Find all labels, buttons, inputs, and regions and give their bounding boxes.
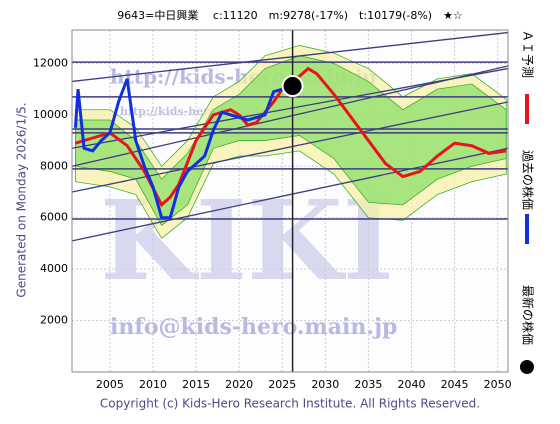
y-tick-label: 12000 — [33, 56, 68, 69]
x-tick-label: 2025 — [268, 378, 296, 391]
x-tick-label: 2020 — [225, 378, 253, 391]
x-tick-label: 2050 — [484, 378, 512, 391]
x-tick-label: 2030 — [311, 378, 339, 391]
x-tick-label: 2015 — [182, 378, 210, 391]
latest-point — [281, 75, 304, 98]
legend-label: 最新の株価 — [521, 285, 536, 345]
legend-label: ＡＩ予測 — [521, 30, 535, 78]
y-tick-label: 2000 — [40, 314, 68, 327]
x-tick-label: 2005 — [96, 378, 124, 391]
x-tick-label: 2010 — [139, 378, 167, 391]
y-tick-label: 10000 — [33, 108, 68, 121]
y-tick-label: 4000 — [40, 262, 68, 275]
plot: http://kids-hero.main.jphttp://kids-hero… — [72, 30, 508, 372]
trend-line — [72, 31, 508, 83]
x-tick-label: 2040 — [397, 378, 425, 391]
trend-line — [72, 65, 508, 167]
legend-label: 過去の株価 — [521, 150, 536, 210]
trend-line — [72, 147, 508, 242]
plot-frame — [71, 29, 509, 373]
y-axis-label: Generated on Monday 2026/1/5. — [15, 102, 29, 297]
band — [75, 55, 507, 227]
y-tick-label: 6000 — [40, 211, 68, 224]
x-tick-label: 2035 — [354, 378, 382, 391]
x-tick-label: 2045 — [441, 378, 469, 391]
trend-line — [72, 101, 508, 193]
watermark: info@kids-hero.main.jp — [110, 314, 397, 340]
legend-marker — [520, 360, 534, 374]
y-tick-label: 8000 — [40, 159, 68, 172]
trend-line — [72, 67, 508, 149]
series-line — [73, 78, 283, 220]
footer: Copyright (c) Kids-Hero Research Institu… — [100, 397, 480, 411]
chart-title: 9643=中日興業 c:11120 m:9278(-17%) t:10179(-… — [117, 9, 463, 22]
